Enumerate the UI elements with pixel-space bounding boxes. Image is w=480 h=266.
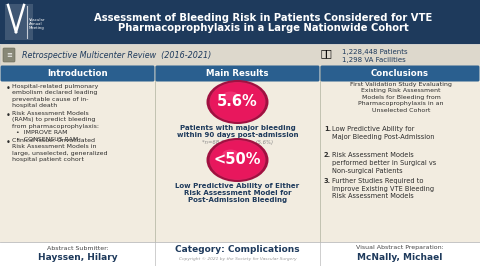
- Text: Patients with major bleeding: Patients with major bleeding: [180, 125, 295, 131]
- Text: First Validation Study Evaluating
Existing Risk Assessment
Models for Bleeding f: First Validation Study Evaluating Existi…: [350, 82, 452, 113]
- Ellipse shape: [209, 82, 265, 122]
- FancyBboxPatch shape: [321, 65, 480, 81]
- Text: Hospital-related pulmonary
embolism declared leading
preventable cause of in-
ho: Hospital-related pulmonary embolism decl…: [12, 84, 98, 108]
- Text: Conclusions: Conclusions: [371, 69, 429, 78]
- Text: •: •: [6, 111, 11, 120]
- Text: •: •: [6, 138, 11, 147]
- FancyBboxPatch shape: [5, 4, 33, 40]
- Text: Introduction: Introduction: [47, 69, 108, 78]
- Ellipse shape: [209, 140, 265, 180]
- FancyBboxPatch shape: [3, 48, 15, 62]
- Text: Main Results: Main Results: [206, 69, 269, 78]
- Text: Abstract Submitter:: Abstract Submitter:: [47, 246, 108, 251]
- FancyBboxPatch shape: [0, 44, 480, 66]
- Text: Post-Admission Bleeding: Post-Admission Bleeding: [188, 197, 287, 203]
- Ellipse shape: [223, 92, 239, 101]
- Text: 1,228,448 Patients: 1,228,448 Patients: [342, 49, 408, 55]
- Text: Annual: Annual: [29, 22, 43, 26]
- Text: Further Studies Required to
Improve Existing VTE Bleeding
Risk Assessment Models: Further Studies Required to Improve Exis…: [332, 178, 434, 200]
- Text: Meeting: Meeting: [29, 26, 45, 30]
- Ellipse shape: [211, 141, 264, 179]
- Text: Risk Assessment Models
performed better in Surgical vs
Non-surgical Patients: Risk Assessment Models performed better …: [332, 152, 436, 173]
- Text: within 90 days post-admission: within 90 days post-admission: [177, 132, 298, 138]
- Text: 5.6%: 5.6%: [217, 94, 258, 110]
- FancyBboxPatch shape: [0, 242, 480, 266]
- Text: <50%: <50%: [214, 152, 261, 168]
- Text: *n=68,372 patients (5.6%): *n=68,372 patients (5.6%): [202, 140, 273, 145]
- Ellipse shape: [206, 138, 268, 182]
- Text: •: •: [6, 84, 11, 93]
- Text: McNally, Michael: McNally, Michael: [357, 252, 443, 261]
- Text: Retrospective Multicenter Review  (2016-2021): Retrospective Multicenter Review (2016-2…: [22, 51, 211, 60]
- Text: 👤👤: 👤👤: [321, 48, 332, 58]
- Text: Copyright © 2021 by the Society for Vascular Surgery: Copyright © 2021 by the Society for Vasc…: [179, 257, 296, 261]
- Text: Low Predictive Ability for
Major Bleeding Post-Admission: Low Predictive Ability for Major Bleedin…: [332, 126, 434, 140]
- FancyBboxPatch shape: [156, 65, 320, 81]
- Ellipse shape: [211, 83, 264, 121]
- Ellipse shape: [206, 80, 268, 124]
- Text: Visual Abstract Preparation:: Visual Abstract Preparation:: [356, 246, 444, 251]
- Text: Assessment of Bleeding Risk in Patients Considered for VTE: Assessment of Bleeding Risk in Patients …: [94, 13, 432, 23]
- Text: ≡: ≡: [6, 52, 12, 58]
- Text: 1,298 VA Facilities: 1,298 VA Facilities: [342, 57, 406, 63]
- FancyBboxPatch shape: [0, 66, 480, 242]
- Text: Risk Assessment Models
(RAMs) to predict bleeding
from pharmacoprophylaxis:
  • : Risk Assessment Models (RAMs) to predict…: [12, 111, 99, 142]
- Text: 1.: 1.: [324, 126, 331, 132]
- Text: Pharmacoprophylaxis in a Large Nationwide Cohort: Pharmacoprophylaxis in a Large Nationwid…: [118, 23, 408, 33]
- Ellipse shape: [223, 149, 239, 159]
- Text: Clinical Issue: Unvalidated
Risk Assessment Models in
large, unselected, general: Clinical Issue: Unvalidated Risk Assessm…: [12, 138, 108, 162]
- Text: Risk Assessment Model for: Risk Assessment Model for: [184, 190, 291, 196]
- FancyBboxPatch shape: [0, 65, 155, 81]
- Text: Low Predictive Ability of Either: Low Predictive Ability of Either: [175, 183, 300, 189]
- Text: Hayssen, Hilary: Hayssen, Hilary: [38, 252, 117, 261]
- Text: Vascular: Vascular: [29, 18, 46, 22]
- Text: 2.: 2.: [324, 152, 331, 158]
- FancyBboxPatch shape: [0, 0, 480, 44]
- Text: 3.: 3.: [324, 178, 331, 184]
- Text: Category: Complications: Category: Complications: [175, 244, 300, 253]
